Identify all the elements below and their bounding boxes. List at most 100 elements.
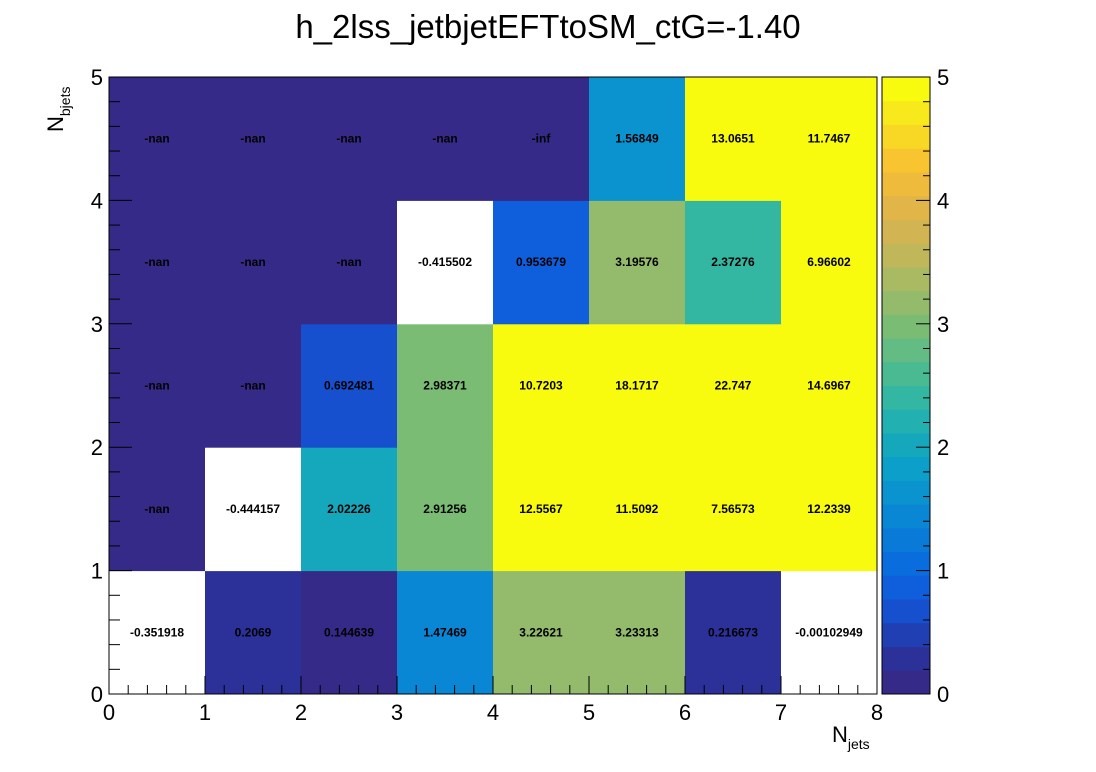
heatmap-cell [589, 77, 686, 201]
heatmap-cell [397, 447, 494, 572]
heatmap-cell [397, 570, 494, 695]
cell-value-label: 0.953679 [516, 255, 566, 269]
heatmap-cell [205, 447, 302, 572]
cell-value-label: 0.144639 [324, 625, 374, 639]
y-axis-label-main: N [43, 116, 68, 132]
y-tick-label: 4 [91, 188, 103, 213]
x-tick-label: 0 [103, 700, 115, 725]
axes: 0 1 2 3 4 5 6 7 8 0 1 2 3 4 5 [91, 65, 883, 725]
cell-value-label: 6.96602 [807, 255, 851, 269]
heatmap-cell [493, 200, 590, 325]
x-tick-label: 2 [295, 700, 307, 725]
colorbar-segment [882, 243, 930, 268]
heatmap-cell [493, 77, 590, 201]
cell-value-label: 0.216673 [708, 625, 758, 639]
heatmap-cell [781, 447, 878, 572]
y-tick-label: 5 [91, 65, 103, 90]
cell-value-label: 0.2069 [235, 625, 272, 639]
colorbar-tick-label: 3 [937, 312, 949, 337]
heatmap-cell [781, 570, 878, 695]
cell-value-label: 2.98371 [423, 379, 467, 393]
cell-value-label: 12.2339 [807, 502, 851, 516]
colorbar-segment [882, 409, 930, 434]
cell-value-label: 3.22621 [519, 625, 563, 639]
colorbar: 0 1 2 3 4 5 [881, 65, 949, 707]
heatmap-cell [109, 200, 206, 325]
cell-value-label: 2.91256 [423, 502, 467, 516]
heatmap-cell [205, 570, 302, 695]
colorbar-segment [882, 504, 930, 529]
heatmap-cell [781, 200, 878, 325]
heatmap-cell [109, 570, 206, 695]
x-axis-label-sub: jets [847, 736, 870, 752]
heatmap-cell [397, 323, 494, 448]
y-axis-label-sub: bjets [57, 87, 73, 117]
colorbar-segment [882, 385, 930, 410]
cell-value-label: 2.37276 [711, 255, 755, 269]
cell-value-label: 3.23313 [615, 625, 659, 639]
colorbar-tick-label: 0 [937, 682, 949, 707]
colorbar-segment [882, 456, 930, 481]
cell-value-label: 7.56573 [711, 502, 755, 516]
cell-value-label: 0.692481 [324, 379, 374, 393]
x-axis-label: Njets [832, 722, 870, 752]
cell-value-label: 22.747 [715, 379, 752, 393]
colorbar-segment [882, 266, 930, 292]
cell-value-label: 11.5092 [616, 502, 659, 516]
heatmap-cell [493, 570, 590, 695]
cell-value-label: -inf [532, 132, 552, 146]
colorbar-segment [882, 338, 930, 363]
colorbar-segment [882, 290, 930, 315]
colorbar-segment [882, 361, 930, 386]
x-tick-label: 1 [199, 700, 211, 725]
y-tick-label: 2 [91, 435, 103, 460]
x-tick-label: 6 [679, 700, 691, 725]
colorbar-segment [882, 646, 930, 671]
colorbar-segment [882, 124, 930, 149]
heatmap-cell [397, 200, 494, 325]
cell-value-label: 1.56849 [615, 132, 659, 146]
cell-value-label: -0.00102949 [795, 625, 863, 639]
cell-value-label: -nan [144, 379, 169, 393]
cell-value-label: 3.19576 [615, 255, 659, 269]
heatmap-cell [109, 77, 206, 201]
y-axis-label: Nbjets [43, 87, 73, 132]
colorbar-segment [882, 148, 930, 173]
x-tick-label: 3 [391, 700, 403, 725]
heatmap-cell [685, 200, 782, 325]
colorbar-tick-label: 2 [937, 435, 949, 460]
cell-value-label: 13.0651 [711, 132, 755, 146]
colorbar-segment [882, 314, 930, 339]
heatmap-cell [685, 570, 782, 695]
cell-value-label: -0.444157 [226, 502, 280, 516]
heatmap-cell [781, 77, 878, 201]
cell-value-label: -nan [432, 132, 457, 146]
colorbar-tick-label: 5 [937, 65, 949, 90]
colorbar-segment [882, 100, 930, 125]
x-tick-label: 8 [871, 700, 883, 725]
colorbar-segment [882, 432, 930, 458]
cell-value-label: 12.5567 [519, 502, 563, 516]
x-tick-label: 4 [487, 700, 499, 725]
x-axis-label-main: N [832, 722, 848, 747]
colorbar-segment [882, 77, 930, 102]
cell-value-label: 10.7203 [519, 379, 563, 393]
heatmap-cell [493, 447, 590, 572]
cell-value-label: 14.6967 [807, 379, 851, 393]
heatmap-cell [781, 323, 878, 448]
cell-value-label: -0.415502 [418, 255, 472, 269]
heatmap-cell [301, 200, 398, 325]
cell-value-label: -nan [240, 132, 265, 146]
heatmap-cell [397, 77, 494, 201]
cell-value-label: 18.1717 [615, 379, 659, 393]
cell-value-label: 1.47469 [423, 625, 467, 639]
cell-value-label: -nan [336, 132, 361, 146]
heatmap-cell [685, 447, 782, 572]
colorbar-tick-label: 1 [937, 559, 949, 584]
y-tick-label: 0 [91, 682, 103, 707]
colorbar-segment [882, 195, 930, 220]
cell-value-label: -nan [144, 502, 169, 516]
heatmap-cell [205, 77, 302, 201]
colorbar-segment [882, 480, 930, 505]
